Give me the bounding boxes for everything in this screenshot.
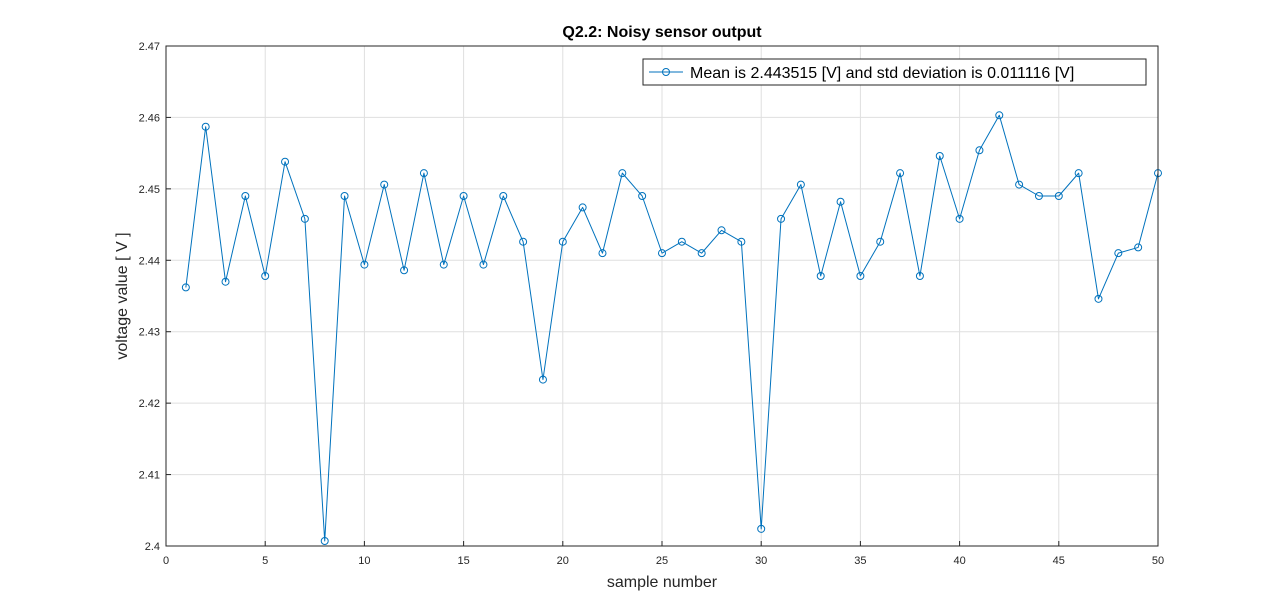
- x-tick-label: 25: [656, 555, 668, 567]
- data-point: [638, 192, 647, 200]
- data-point: [1074, 169, 1083, 178]
- data-point: [717, 226, 726, 235]
- data-point: [737, 237, 746, 246]
- x-tick-label: 5: [262, 555, 268, 567]
- data-point: [261, 272, 270, 280]
- data-point: [1134, 243, 1143, 252]
- data-point: [400, 266, 409, 275]
- data-point: [201, 122, 210, 131]
- series-line: [185, 114, 1159, 542]
- data-point: [856, 272, 865, 280]
- data-point: [281, 157, 290, 166]
- data-point: [777, 214, 786, 223]
- data-point: [896, 169, 905, 178]
- data-point: [221, 277, 230, 286]
- data-point: [618, 169, 627, 178]
- data-point: [935, 152, 944, 160]
- data-point: [459, 192, 468, 200]
- data-point: [380, 180, 389, 189]
- data-point: [757, 524, 766, 533]
- data-point: [320, 537, 329, 545]
- data-point: [439, 260, 448, 269]
- data-point: [836, 197, 845, 206]
- y-tick-label: 2.44: [139, 255, 160, 267]
- series-layer: [181, 111, 1162, 545]
- data-point: [578, 203, 587, 212]
- data-point: [975, 146, 984, 155]
- y-tick-label: 2.41: [139, 470, 160, 482]
- data-point: [340, 192, 349, 200]
- x-tick-label: 35: [854, 555, 866, 567]
- data-point: [419, 169, 428, 178]
- data-point: [519, 237, 528, 246]
- y-tick-label: 2.47: [139, 41, 160, 53]
- data-point: [558, 237, 567, 246]
- data-point: [479, 260, 488, 269]
- x-axis-label: sample number: [607, 574, 718, 591]
- x-tick-label: 20: [557, 555, 569, 567]
- legend-marker: [662, 68, 670, 76]
- x-tick-label: 30: [755, 555, 767, 567]
- chart-title: Q2.2: Noisy sensor output: [562, 24, 762, 41]
- x-tick-label: 0: [163, 555, 169, 567]
- data-point: [1034, 192, 1043, 200]
- y-axis-label: voltage value [ V ]: [114, 232, 131, 359]
- x-tick-label: 40: [953, 555, 965, 567]
- data-point: [1114, 249, 1123, 258]
- legend: Mean is 2.443515 [V] and std deviation i…: [642, 58, 1147, 86]
- data-point: [360, 260, 369, 269]
- data-point: [300, 214, 309, 223]
- y-tick-label: 2.43: [139, 327, 160, 339]
- data-point: [816, 272, 825, 280]
- data-point: [181, 283, 190, 292]
- data-point: [995, 111, 1004, 120]
- y-tick-label: 2.46: [139, 112, 160, 124]
- data-point: [538, 375, 547, 384]
- data-point: [598, 249, 607, 258]
- x-tick-label: 50: [1152, 555, 1164, 567]
- data-point: [876, 237, 885, 246]
- y-tick-label: 2.4: [145, 541, 160, 553]
- data-point: [955, 214, 964, 223]
- x-tick-label: 45: [1053, 555, 1065, 567]
- data-point: [697, 249, 706, 258]
- data-point: [915, 272, 924, 280]
- data-point: [1054, 192, 1063, 200]
- data-point: [1015, 180, 1024, 189]
- data-point: [1094, 294, 1103, 303]
- axis-ticks: 0 5 10 15 20 25 30 35 40 45 50 2.4 2.41 2.42 2.43 2.44 2…: [139, 41, 1165, 567]
- x-tick-label: 10: [358, 555, 370, 567]
- y-tick-label: 2.42: [139, 398, 160, 410]
- data-point: [241, 192, 250, 200]
- data-point: [499, 192, 508, 200]
- data-point: [796, 180, 805, 189]
- data-point: [658, 249, 666, 258]
- x-tick-label: 15: [457, 555, 469, 567]
- legend-box: [642, 58, 1147, 86]
- data-point: [677, 237, 686, 246]
- legend-label: Mean is 2.443515 [V] and std deviation i…: [690, 65, 1074, 82]
- y-tick-label: 2.45: [139, 184, 160, 196]
